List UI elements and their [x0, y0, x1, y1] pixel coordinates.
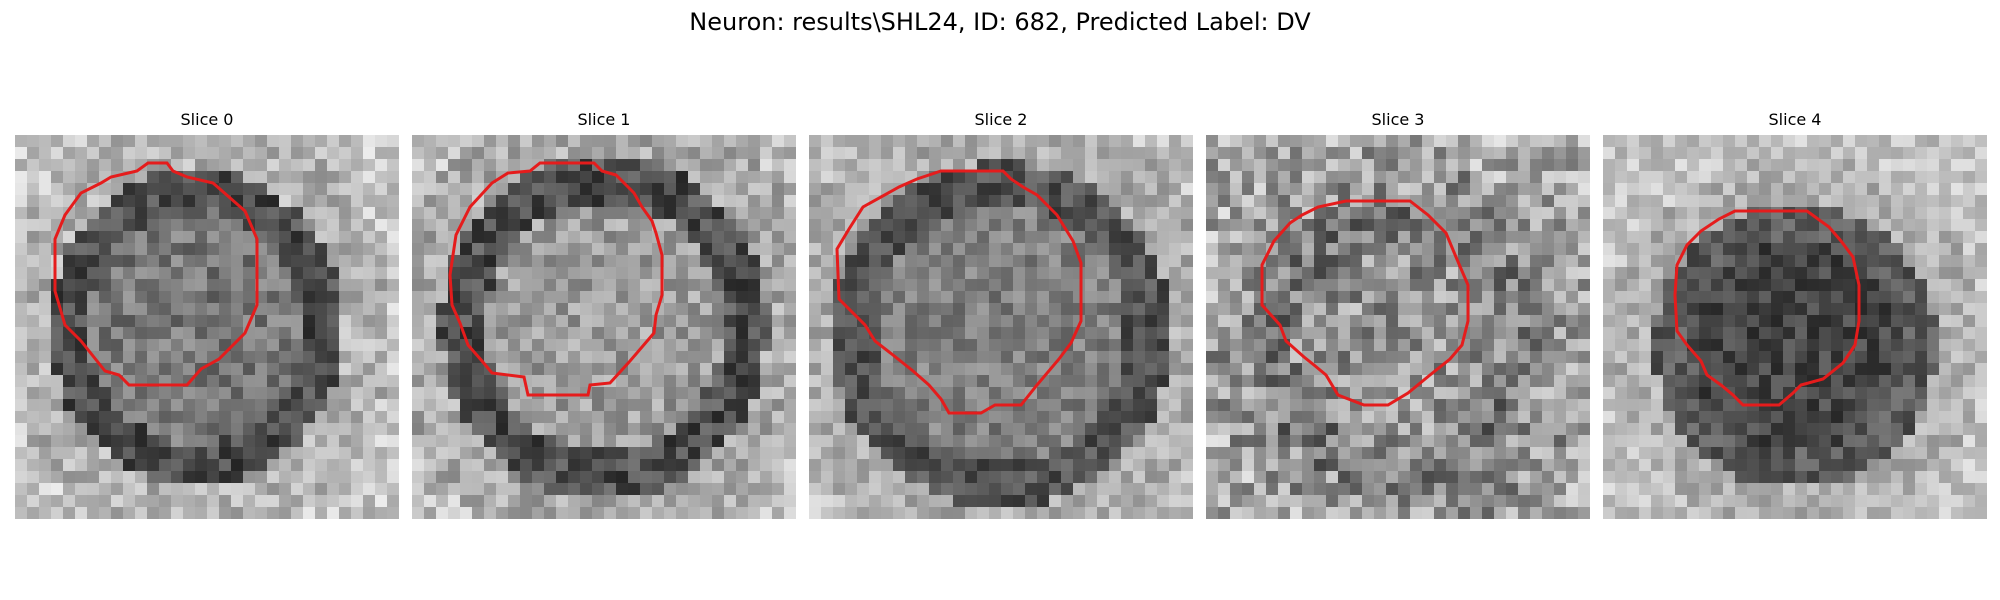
slice-title: Slice 3: [1371, 110, 1425, 129]
slice-2-contour: [835, 169, 1083, 415]
figure-title: Neuron: results\SHL24, ID: 682, Predicte…: [689, 8, 1311, 36]
pixel-grid: [809, 135, 1193, 519]
slice-title: Slice 0: [180, 110, 234, 129]
pixel-grid: [15, 135, 399, 519]
pixel-grid: [412, 135, 796, 519]
slice-4-image: [1603, 135, 1987, 519]
slice-1-image: [412, 135, 796, 519]
slice-4-contour: [1673, 209, 1861, 407]
slice-3-contour: [1260, 199, 1470, 407]
slice-3-image: [1206, 135, 1590, 519]
slice-title: Slice 4: [1768, 110, 1822, 129]
slice-panel-1: Slice 1: [412, 109, 796, 519]
slice-0-contour: [53, 161, 259, 387]
slice-0-image: [15, 135, 399, 519]
slice-title: Slice 2: [974, 110, 1028, 129]
pixel-grid: [1206, 135, 1590, 519]
slice-panel-0: Slice 0: [15, 109, 399, 519]
slice-panel-4: Slice 4: [1603, 109, 1987, 519]
slice-title: Slice 1: [577, 110, 631, 129]
slice-panel-3: Slice 3: [1206, 109, 1590, 519]
slice-panel-2: Slice 2: [809, 109, 1193, 519]
slice-1-contour: [448, 161, 664, 397]
slice-2-image: [809, 135, 1193, 519]
pixel-grid: [1603, 135, 1987, 519]
